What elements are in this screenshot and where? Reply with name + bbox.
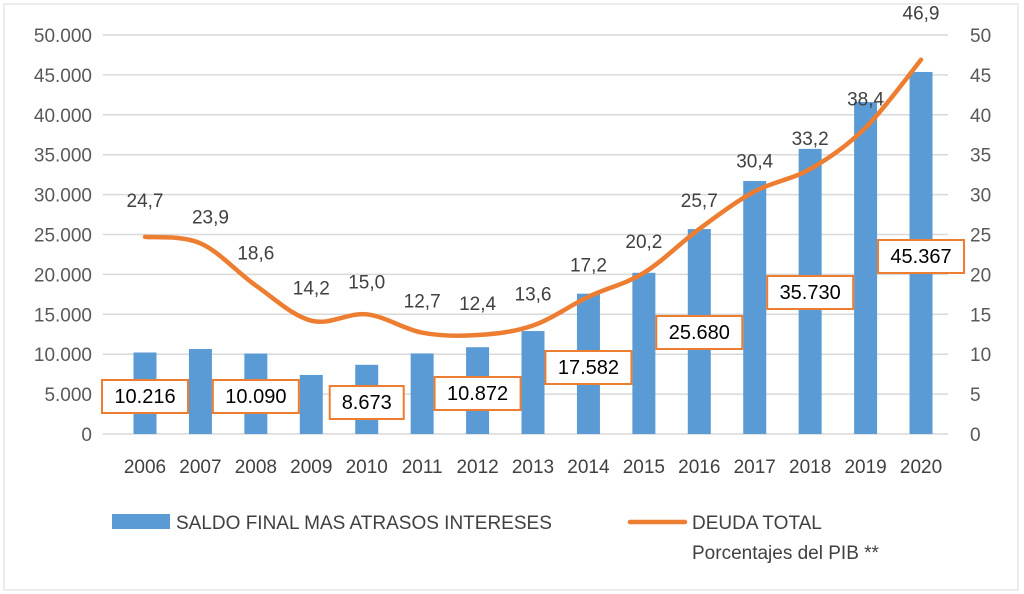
- line-data-label: 12,4: [459, 294, 496, 315]
- legend-line-label-2: Porcentajes del PIB **: [692, 543, 880, 564]
- bar-data-label-box: [101, 379, 189, 414]
- bar-data-label: 10.872: [447, 383, 508, 405]
- line-data-label: 17,2: [570, 256, 607, 277]
- x-tick-label: 2006: [124, 457, 166, 478]
- bar: [743, 181, 767, 434]
- y-left-tick-label: 50.000: [34, 26, 92, 47]
- x-tick-label: 2007: [179, 457, 221, 478]
- bar-data-label-box: [877, 239, 966, 274]
- legend-bar-label: SALDO FINAL MAS ATRASOS INTERESES: [176, 513, 552, 534]
- y-left-tick-label: 35.000: [34, 146, 92, 167]
- y-right-tick-label: 20: [970, 265, 991, 286]
- line-data-label: 18,6: [237, 244, 274, 265]
- y-left-tick-label: 10.000: [34, 345, 92, 366]
- chart-border: [3, 3, 1019, 591]
- bar-data-label-box: [433, 376, 522, 411]
- bar-data-label-box: [328, 385, 405, 420]
- x-tick-label: 2013: [512, 457, 554, 478]
- y-left-tick-label: 0: [81, 425, 92, 446]
- x-tick-label: 2020: [900, 457, 942, 478]
- bar-data-label: 45.367: [890, 246, 951, 268]
- bar: [299, 374, 323, 434]
- x-tick-label: 2014: [567, 457, 610, 478]
- line-data-label: 38,4: [847, 90, 884, 111]
- line-data-label: 14,2: [293, 279, 330, 300]
- x-tick-label: 2010: [346, 457, 388, 478]
- x-tick-label: 2019: [844, 457, 886, 478]
- line-data-label: 13,6: [515, 284, 552, 305]
- bar-data-label: 10.090: [225, 386, 286, 408]
- line-data-label: 46,9: [903, 4, 940, 25]
- y-left-tick-label: 40.000: [34, 106, 92, 127]
- bar: [188, 349, 212, 434]
- bar: [854, 102, 878, 435]
- bar-data-label: 8.673: [342, 392, 392, 414]
- bar: [521, 331, 545, 434]
- bar-data-label-box: [766, 275, 855, 310]
- line-data-label: 24,7: [127, 191, 164, 212]
- y-left-tick-label: 30.000: [34, 186, 92, 207]
- x-tick-label: 2016: [678, 457, 720, 478]
- x-tick-label: 2008: [235, 457, 277, 478]
- bar: [632, 272, 656, 434]
- y-right-tick-label: 30: [970, 186, 991, 207]
- y-right-tick-label: 10: [970, 345, 991, 366]
- y-left-tick-label: 45.000: [34, 66, 92, 87]
- y-right-tick-label: 40: [970, 106, 991, 127]
- line-series: [142, 57, 924, 339]
- line-data-label: 25,7: [681, 191, 718, 212]
- y-left-tick-label: 5.000: [44, 385, 92, 406]
- line-data-label: 20,2: [625, 232, 662, 253]
- y-right-tick-label: 35: [970, 146, 991, 167]
- y-right-tick-label: 15: [970, 305, 991, 326]
- y-right-tick-label: 0: [970, 425, 981, 446]
- line-data-label: 23,9: [192, 207, 229, 228]
- y-right-tick-label: 25: [970, 226, 991, 247]
- bar-data-label-box: [655, 315, 744, 350]
- line-data-label: 30,4: [736, 151, 773, 172]
- legend-bar-swatch: [112, 514, 170, 529]
- x-tick-label: 2009: [290, 457, 332, 478]
- bar-data-label: 10.216: [114, 386, 175, 408]
- bar-data-label: 25.680: [669, 322, 730, 344]
- bar-data-label-box: [544, 350, 633, 385]
- x-tick-label: 2012: [456, 457, 498, 478]
- bar: [410, 353, 434, 434]
- bar-data-label: 35.730: [780, 282, 841, 304]
- x-tick-label: 2018: [789, 457, 831, 478]
- y-left-tick-label: 25.000: [34, 226, 92, 247]
- bar-data-label: 17.582: [558, 357, 619, 379]
- y-left-tick-label: 20.000: [34, 265, 92, 286]
- bar-data-label-box: [211, 379, 300, 414]
- line-data-label: 12,7: [404, 292, 441, 313]
- x-tick-label: 2017: [734, 457, 776, 478]
- y-right-tick-label: 5: [970, 385, 981, 406]
- y-left-tick-label: 15.000: [34, 305, 92, 326]
- legend-line-label: DEUDA TOTAL: [692, 513, 822, 534]
- line-data-label: 33,2: [792, 129, 829, 150]
- x-tick-label: 2011: [402, 457, 443, 478]
- line-data-label: 15,0: [348, 272, 385, 293]
- y-right-tick-label: 45: [970, 66, 991, 87]
- x-tick-label: 2015: [623, 457, 665, 478]
- y-right-tick-label: 50: [970, 26, 991, 47]
